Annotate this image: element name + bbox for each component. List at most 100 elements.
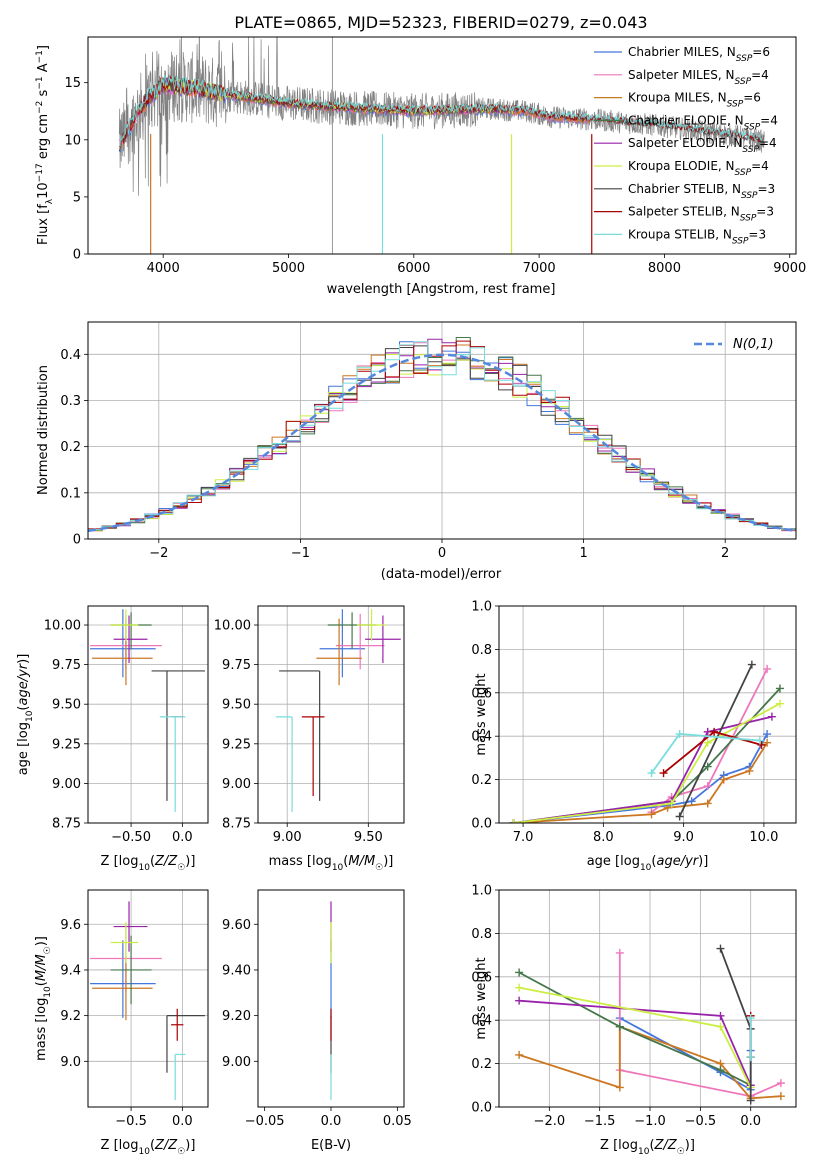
y-tick-label: 9.2 (60, 1009, 81, 1024)
errorbar-chabrier-elodie (110, 612, 152, 649)
y-tick-label: 0.8 (471, 927, 492, 942)
x-axis-label: mass [log10(M/M☉)] (269, 854, 394, 873)
x-tick-label: 8.0 (593, 830, 614, 845)
errorbar-salpeter-miles (335, 613, 385, 670)
x-tick-label: −0.05 (245, 1114, 285, 1129)
weight-marker (716, 1011, 725, 1020)
x-tick-label: −2.0 (534, 1114, 566, 1129)
weight-marker (647, 769, 656, 778)
x-axis-label: E(B-V) (311, 1138, 351, 1153)
y-tick-label: 9.50 (52, 698, 81, 713)
errorbar-salpeter-elodie (113, 901, 148, 952)
data-spectrum (118, 37, 765, 196)
weight-marker (509, 819, 518, 823)
errorbar-kroupa-stelib (275, 716, 293, 812)
legend-entry-salpeter-stelib: Salpeter STELIB, NSSP=3 (628, 205, 774, 224)
x-tick-label: 5000 (272, 261, 305, 276)
legend-entry-kroupa-miles: Kroupa MILES, NSSP=6 (628, 91, 761, 110)
model-spectrum-kroupa-stelib (118, 75, 765, 147)
errorbar-chabrier-miles (319, 609, 366, 678)
errorbar-chabrier-stelib (166, 1015, 205, 1073)
plot-area (499, 606, 796, 823)
y-tick-label: 10.00 (214, 619, 251, 634)
axes-frame (257, 605, 405, 824)
y-tick-label: 1.0 (471, 884, 492, 899)
y-tick-label: 9.6 (60, 918, 81, 933)
weight-marker (747, 660, 756, 669)
panel-mass-vs-ebv: −0.05 0.0 0.05 9.00 9.20 9.40 9.60 E(B-V) (222, 889, 412, 1153)
y-tick-label: 0.6 (471, 970, 492, 985)
weight-line (518, 971, 752, 1087)
x-axis-label: (data-model)/error (381, 567, 502, 582)
weight-line (513, 702, 781, 823)
axes-frame (498, 605, 797, 824)
weight-marker (615, 948, 624, 957)
weight-marker (746, 1096, 755, 1105)
plot-area (118, 37, 765, 254)
errorbar-kroupa-miles (92, 956, 153, 1021)
y-tick-label: 9.75 (52, 658, 81, 673)
y-axis-label: Normed distribution (36, 365, 51, 495)
x-tick-label: −2 (149, 546, 168, 561)
weight-marker (615, 1083, 624, 1092)
y-tick-label: 0 (73, 533, 81, 548)
errorbar-salpeter-elodie (113, 615, 148, 664)
panel-residuals: −2 −1 0 1 2 0 0.1 0.2 0.3 0.4 N(0,1) (data-model)/e… (36, 321, 797, 582)
weight-marker (703, 738, 712, 747)
x-tick-label: 7.0 (513, 830, 534, 845)
axes-frame (87, 36, 797, 255)
x-axis-label: wavelength [Angstrom, rest frame] (327, 282, 556, 297)
y-tick-label: 0.4 (471, 730, 492, 745)
y-tick-label: 10.00 (44, 619, 81, 634)
y-tick-label: 0.0 (471, 817, 492, 832)
x-tick-label: 9.50 (354, 830, 383, 845)
weight-marker (776, 1092, 785, 1101)
weight-marker (675, 812, 684, 821)
x-tick-label: −0.5 (685, 1114, 717, 1129)
weight-marker (719, 775, 728, 784)
y-tick-label: 0.4 (60, 348, 81, 363)
y-tick-label: 9.25 (222, 737, 251, 752)
axes-frame (87, 321, 797, 540)
x-tick-label: −0.5 (115, 1114, 147, 1129)
x-tick-label: 0.0 (321, 1114, 342, 1129)
errorbar-salpeter-elodie (365, 615, 401, 664)
errorbar-chabrier-elodie (110, 935, 152, 1005)
x-tick-label: 9.0 (673, 830, 694, 845)
weight-line-kroupa-miles (509, 738, 772, 823)
x-tick-label: 6000 (397, 261, 430, 276)
weight-line (513, 687, 781, 823)
weight-line (518, 1025, 781, 1100)
weight-marker (763, 738, 772, 747)
x-tick-label: 7000 (523, 261, 556, 276)
panel-weight-vs-age: 7.0 8.0 9.0 10.0 0.0 0.2 0.4 0.6 0.8 1.0 age [log1… (471, 600, 797, 873)
panel-weight-vs-z: −2.0 −1.5 −1.0 −0.5 0.0 0.0 0.2 0.4 0.6 0.8 1.0 Z [… (471, 884, 797, 1157)
y-tick-label: 5 (73, 190, 81, 205)
y-axis-label: mass [log10(M/M☉)] (34, 936, 53, 1061)
weight-marker (515, 968, 524, 977)
weight-marker (515, 1050, 524, 1059)
x-tick-label: 2 (721, 546, 729, 561)
x-tick-label: 1 (579, 546, 587, 561)
x-tick-label: 0.0 (740, 1114, 761, 1129)
weight-marker (716, 944, 725, 953)
figure-title: PLATE=0865, MJD=52323, FIBERID=0279, z=0… (234, 13, 647, 32)
weight-marker (775, 684, 784, 693)
plot-area (499, 890, 796, 1107)
x-axis-label: Z [log10(Z/Z☉)] (101, 1138, 196, 1157)
weight-line-chabrier-stelib (675, 660, 756, 821)
y-axis-label: mass weight (474, 957, 489, 1039)
y-tick-label: 0.1 (60, 486, 81, 501)
y-tick-label: 0.2 (60, 440, 81, 455)
weight-line-kroupa-elodie (515, 983, 755, 1092)
errorbar-chabrier-stelib (279, 670, 321, 801)
legend: Chabrier MILES, NSSP=6 Salpeter MILES, NS… (594, 45, 778, 246)
legend-entry-kroupa-elodie: Kroupa ELODIE, NSSP=4 (628, 159, 769, 178)
y-tick-label: 9.0 (60, 1055, 81, 1070)
weight-marker (755, 736, 764, 745)
legend-entry-gaussian: N(0,1) (733, 337, 774, 352)
legend-entry-chabrier-miles: Chabrier MILES, NSSP=6 (628, 45, 770, 64)
weight-line-chabrier-elodie (515, 968, 755, 1090)
weight-marker (716, 1022, 725, 1031)
weight-marker (710, 727, 719, 736)
